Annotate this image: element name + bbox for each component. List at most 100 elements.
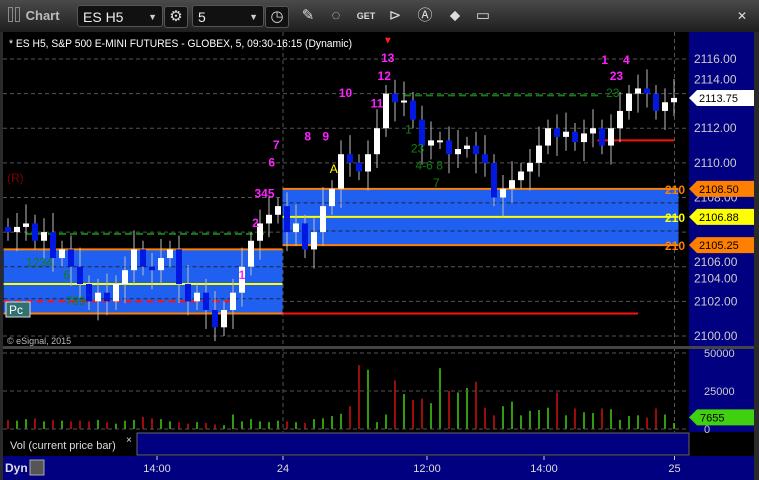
candle: [464, 145, 470, 150]
candle: [482, 154, 488, 163]
down-arrow-icon: ▼: [383, 35, 393, 46]
lock-icon[interactable]: [29, 459, 45, 476]
candle: [59, 249, 65, 259]
pc-label: Pc: [9, 303, 23, 317]
toolbar: Chart ES H5 ▼ ⚙ 5 ▼ ◷ ✎ ◌ GET ⊳ Ⓐ ⬥ ▭ ✕: [0, 0, 759, 32]
sequence-label: 345: [254, 186, 274, 200]
play-icon[interactable]: ⊳: [388, 7, 402, 24]
candle: [608, 128, 614, 146]
candle: [599, 128, 605, 146]
candle: [428, 140, 434, 146]
candle: [437, 140, 443, 143]
sequence-label: 23: [610, 69, 624, 83]
candle: [671, 97, 677, 103]
price-tick-label: 2100.00: [694, 329, 738, 343]
candle: [176, 249, 182, 285]
candle: [221, 309, 227, 328]
candle: [527, 162, 533, 172]
comment-icon[interactable]: ▭: [475, 7, 491, 24]
candle: [32, 223, 38, 241]
volume-current: 7655: [700, 412, 724, 424]
price-tick-label: 2102.00: [694, 294, 738, 308]
candle: [140, 249, 146, 267]
candle: [446, 140, 452, 155]
candle: [122, 270, 128, 285]
candle: [320, 206, 326, 233]
pc-box[interactable]: [5, 301, 31, 318]
candle: [68, 249, 74, 267]
time-tick-label: 25: [668, 463, 680, 475]
sequence-label: 1: [601, 53, 608, 67]
candle: [635, 88, 641, 94]
price-tick-label: 2104.00: [694, 272, 738, 286]
candle: [617, 110, 623, 129]
sequence-label: 23: [606, 86, 620, 100]
pane-divider[interactable]: [3, 346, 754, 349]
candle: [284, 206, 290, 233]
price-tick-label: 2106.00: [694, 255, 738, 269]
clock-icon[interactable]: ◷: [265, 6, 289, 28]
chart-title: Chart: [8, 7, 60, 23]
price-tag-side-label: 210: [665, 239, 685, 253]
sequence-label: 6: [268, 155, 275, 169]
candle: [536, 145, 542, 163]
alert-icon[interactable]: Ⓐ: [417, 7, 433, 24]
symbol-value: ES H5: [83, 9, 124, 25]
candle: [302, 223, 308, 250]
study-icon[interactable]: ◌: [331, 7, 341, 24]
candle: [104, 292, 110, 302]
gear-icon[interactable]: ⚙: [164, 6, 188, 28]
sequence-label: 7: [433, 176, 440, 190]
candle: [392, 93, 398, 103]
candle: [86, 284, 92, 302]
candle: [554, 128, 560, 137]
sequence-label: 8: [304, 129, 311, 143]
price-tag: [689, 89, 754, 106]
candle: [275, 206, 281, 215]
close-icon[interactable]: ✕: [736, 9, 748, 23]
symbol-select[interactable]: ES H5 ▼: [77, 5, 163, 27]
candle: [644, 88, 650, 94]
link-icon[interactable]: ⬥: [449, 7, 461, 24]
time-axis[interactable]: [3, 456, 754, 480]
candle: [545, 128, 551, 146]
candle: [653, 93, 659, 111]
chevron-down-icon: ▼: [148, 12, 157, 22]
vol-label-box: [3, 432, 137, 456]
sequence-label: 4: [623, 53, 630, 67]
vol-close-icon[interactable]: ×: [126, 435, 132, 446]
grip-icon[interactable]: [8, 7, 13, 22]
get-data-icon[interactable]: GET: [356, 11, 376, 21]
vol-label-strip: [136, 432, 690, 456]
sequence-label: 7: [273, 138, 280, 152]
copyright: © eSignal, 2015: [7, 336, 71, 346]
candle: [194, 292, 200, 302]
candle: [662, 102, 668, 111]
candle: [203, 292, 209, 310]
price-tag-value: 2106.88: [699, 212, 739, 224]
price-tick-label: 2112.00: [694, 121, 737, 135]
pencil-icon[interactable]: ✎: [301, 7, 315, 24]
volume-tag: [689, 409, 754, 426]
time-tick-label: 14:00: [143, 463, 171, 475]
price-tag-value: 2105.25: [699, 240, 739, 252]
sequence-label: 23: [411, 141, 425, 155]
candle: [266, 214, 272, 224]
candle: [14, 226, 20, 233]
interval-select[interactable]: 5 ▼: [192, 5, 264, 27]
candle: [113, 284, 119, 302]
price-tag: [689, 180, 754, 197]
candle: [257, 223, 263, 241]
candle: [419, 119, 425, 146]
candle: [230, 292, 236, 310]
candle: [563, 131, 569, 137]
sequence-label: 2: [252, 216, 259, 230]
grip-icon[interactable]: [15, 7, 20, 22]
candle: [518, 171, 524, 181]
sequence-label: 9: [322, 129, 329, 143]
candle: [581, 133, 587, 143]
sequence-label: 10: [339, 86, 353, 100]
candle: [383, 93, 389, 129]
candle: [248, 240, 254, 267]
